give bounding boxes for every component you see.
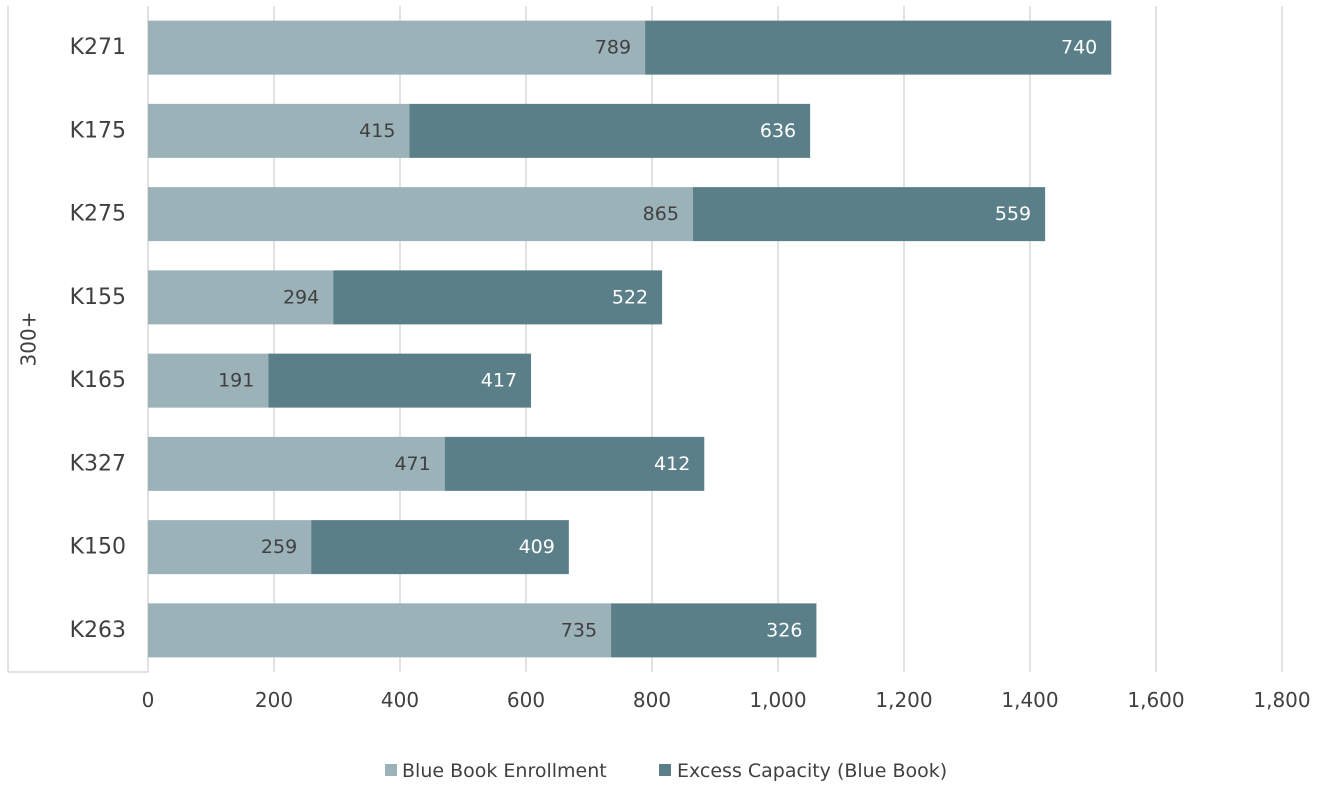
bar-segment	[148, 353, 269, 408]
group-label: 300+	[17, 312, 41, 367]
bar-segment	[692, 187, 1046, 242]
bar-segment	[148, 103, 410, 158]
bar-segment	[611, 603, 817, 658]
data-label: 471	[394, 453, 430, 475]
legend-swatch	[385, 764, 397, 776]
data-label: 409	[519, 536, 555, 558]
data-label: 417	[481, 370, 517, 392]
x-tick-label: 1,200	[875, 688, 932, 712]
bar-segment	[148, 187, 693, 242]
data-label: 191	[218, 370, 254, 392]
bar-segment	[148, 436, 445, 491]
bar-segment	[311, 520, 569, 575]
category-label: K263	[70, 618, 126, 643]
legend-swatch	[659, 764, 671, 776]
bar-segment	[409, 103, 811, 158]
bars: 789 740 415 636 865 559 294 522 191 417 471 412 259 4…	[148, 20, 1112, 658]
bar-segment	[148, 20, 646, 75]
category-label: K327	[70, 451, 126, 476]
x-tick-label: 1,000	[749, 688, 806, 712]
category-label: K175	[70, 118, 126, 143]
data-label: 522	[612, 286, 648, 308]
bar-segment	[148, 520, 312, 575]
legend-label: Blue Book Enrollment	[402, 760, 607, 782]
data-label: 415	[359, 120, 395, 142]
x-tick-label: 800	[633, 688, 671, 712]
category-labels: K271 K175 K275 K155 K165 K327 K150 K263	[70, 35, 126, 643]
category-label: K165	[70, 368, 126, 393]
bar-segment	[268, 353, 532, 408]
category-label: K275	[70, 202, 126, 227]
data-label: 326	[766, 619, 802, 641]
legend-label: Excess Capacity (Blue Book)	[677, 760, 947, 782]
x-tick-label: 400	[381, 688, 419, 712]
x-tick-label: 1,800	[1253, 688, 1310, 712]
category-label: K150	[70, 535, 126, 560]
category-label: K155	[70, 285, 126, 310]
data-label: 865	[643, 203, 679, 225]
x-tick-label: 0	[142, 688, 155, 712]
data-label: 789	[595, 37, 631, 59]
legend: Blue Book Enrollment Excess Capacity (Blu…	[385, 760, 947, 782]
bar-segment	[148, 603, 612, 658]
bar-segment	[645, 20, 1112, 75]
x-axis-tick-labels: 0 200 400 600 800 1,000 1,200 1,400 1,600 1,800	[142, 688, 1311, 712]
data-label: 294	[283, 286, 319, 308]
data-label: 735	[561, 619, 597, 641]
bar-segment	[333, 270, 663, 325]
data-label: 259	[261, 536, 297, 558]
x-tick-label: 200	[255, 688, 293, 712]
x-tick-label: 600	[507, 688, 545, 712]
bar-segment	[444, 436, 705, 491]
x-tick-label: 1,400	[1001, 688, 1058, 712]
data-label: 412	[654, 453, 690, 475]
data-label: 559	[995, 203, 1031, 225]
bar-segment	[148, 270, 334, 325]
data-label: 636	[760, 120, 796, 142]
category-label: K271	[70, 35, 126, 60]
x-tick-label: 1,600	[1127, 688, 1184, 712]
data-label: 740	[1061, 37, 1097, 59]
